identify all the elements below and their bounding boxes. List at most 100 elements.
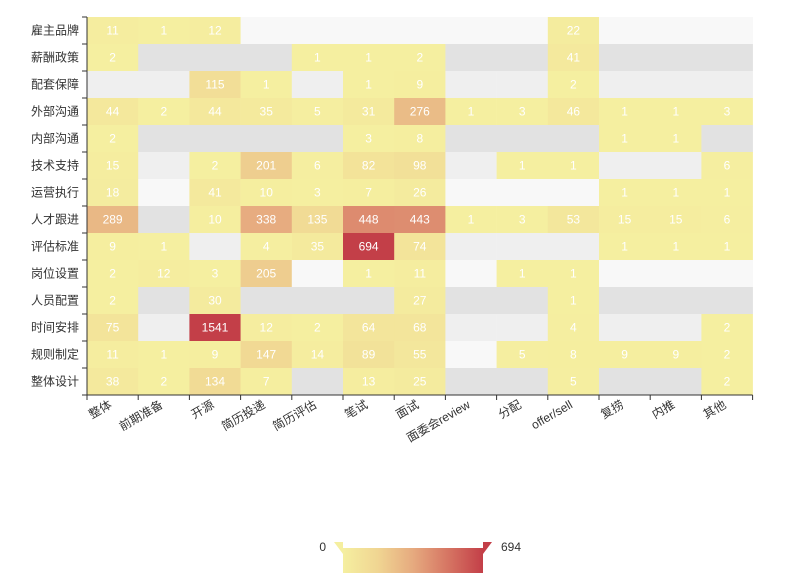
heatmap-cell — [240, 260, 293, 288]
cell-value-label: 5 — [314, 105, 321, 119]
cell-value-label: 4 — [263, 240, 270, 254]
x-tick-label: 简历投递 — [219, 397, 268, 434]
cell-value-label: 5 — [519, 348, 526, 362]
y-tick-label: 技术支持 — [31, 158, 79, 173]
cell-value-label: 15 — [618, 213, 632, 227]
heatmap-cell — [291, 152, 344, 180]
heatmap-cell — [547, 206, 600, 234]
cell-value-label: 1 — [672, 132, 679, 146]
heatmap-cell — [496, 71, 549, 99]
x-tick-label: 复捞 — [598, 397, 626, 421]
y-tick-label: 外部沟通 — [31, 104, 79, 119]
cell-value-label: 135 — [307, 213, 327, 227]
heatmap-cell — [291, 179, 344, 207]
heatmap-cell — [138, 368, 190, 396]
heatmap-cell — [445, 233, 497, 261]
cell-value-label: 1 — [365, 78, 372, 92]
heatmap-cell — [240, 287, 293, 315]
heatmap-cell — [650, 152, 702, 180]
heatmap-cell — [343, 287, 395, 315]
cell-value-label: 30 — [208, 294, 222, 308]
heatmap-cell — [189, 179, 241, 207]
cell-value-label: 2 — [212, 159, 219, 173]
heatmap-cell — [701, 71, 753, 99]
cell-value-label: 26 — [413, 186, 427, 200]
heatmap-cell — [547, 233, 600, 261]
heatmap-cell — [394, 368, 446, 396]
heatmap-cell — [496, 125, 549, 153]
heatmap-cell — [599, 179, 651, 207]
heatmap-cell — [240, 17, 293, 45]
cell-value-label: 1 — [570, 267, 577, 281]
heatmap-cell — [701, 206, 753, 234]
cell-value-label: 82 — [362, 159, 376, 173]
cell-value-label: 2 — [109, 51, 116, 65]
heatmap-cell — [445, 179, 497, 207]
heatmap-cell — [343, 44, 395, 72]
cell-value-label: 64 — [362, 321, 376, 335]
heatmap-cell — [343, 368, 395, 396]
heatmap-cell — [291, 341, 344, 369]
heatmap-cell — [189, 152, 241, 180]
visual-map-min-handle — [334, 542, 343, 554]
cell-value-label: 41 — [567, 51, 581, 65]
heatmap-cell — [87, 260, 139, 288]
heatmap-cell — [87, 341, 139, 369]
x-tick-label: 简历评估 — [270, 397, 319, 433]
heatmap-cell — [650, 233, 702, 261]
heatmap-cell — [138, 341, 190, 369]
heatmap-cell — [701, 44, 753, 72]
cell-value-label: 1 — [263, 78, 270, 92]
heatmap-cell — [138, 233, 190, 261]
cell-value-label: 1 — [160, 240, 167, 254]
cell-value-label: 1 — [468, 213, 475, 227]
cell-value-label: 3 — [365, 132, 372, 146]
cell-value-label: 75 — [106, 321, 120, 335]
cell-value-label: 53 — [567, 213, 581, 227]
cell-value-label: 289 — [103, 213, 123, 227]
cell-value-label: 12 — [157, 267, 171, 281]
heatmap-cell — [701, 260, 753, 288]
heatmap-cell — [701, 98, 753, 126]
y-tick-label: 整体设计 — [31, 374, 79, 389]
cell-value-label: 205 — [256, 267, 276, 281]
cell-value-label: 201 — [256, 159, 276, 173]
cell-value-label: 1 — [570, 294, 577, 308]
heatmap-cell — [547, 368, 600, 396]
cell-value-label: 9 — [672, 348, 679, 362]
heatmap-cell — [599, 152, 651, 180]
y-tick-label: 岗位设置 — [31, 266, 79, 281]
heatmap-cell — [599, 314, 651, 342]
cell-value-label: 3 — [724, 105, 731, 119]
x-tick-label: 笔试 — [342, 397, 370, 422]
cell-value-label: 3 — [212, 267, 219, 281]
cell-value-label: 7 — [263, 375, 270, 389]
heatmap-cell — [701, 179, 753, 207]
heatmap-cell — [650, 206, 702, 234]
heatmap-cell — [445, 314, 497, 342]
heatmap-cell — [343, 98, 395, 126]
heatmap-cell — [240, 233, 293, 261]
heatmap-cell — [496, 368, 549, 396]
visual-map-max-handle — [483, 542, 492, 554]
y-tick-label: 运营执行 — [31, 186, 79, 200]
heatmap-cell — [599, 44, 651, 72]
cell-value-label: 443 — [410, 213, 430, 227]
heatmap-cell — [650, 71, 702, 99]
heatmap-cell — [189, 71, 241, 99]
heatmap-cell — [650, 98, 702, 126]
cell-value-label: 1 — [621, 105, 628, 119]
heatmap-cell — [343, 71, 395, 99]
heatmap-cell — [394, 152, 446, 180]
heatmap-cell — [240, 314, 293, 342]
x-tick-label: 内推 — [650, 397, 678, 421]
x-tick-label: offer/sell — [529, 397, 575, 432]
heatmap-cell — [547, 71, 600, 99]
heatmap-cell — [87, 71, 139, 99]
cell-value-label: 338 — [256, 213, 276, 227]
cell-value-label: 3 — [519, 213, 526, 227]
cell-value-label: 55 — [413, 348, 427, 362]
cell-value-label: 2 — [570, 78, 577, 92]
